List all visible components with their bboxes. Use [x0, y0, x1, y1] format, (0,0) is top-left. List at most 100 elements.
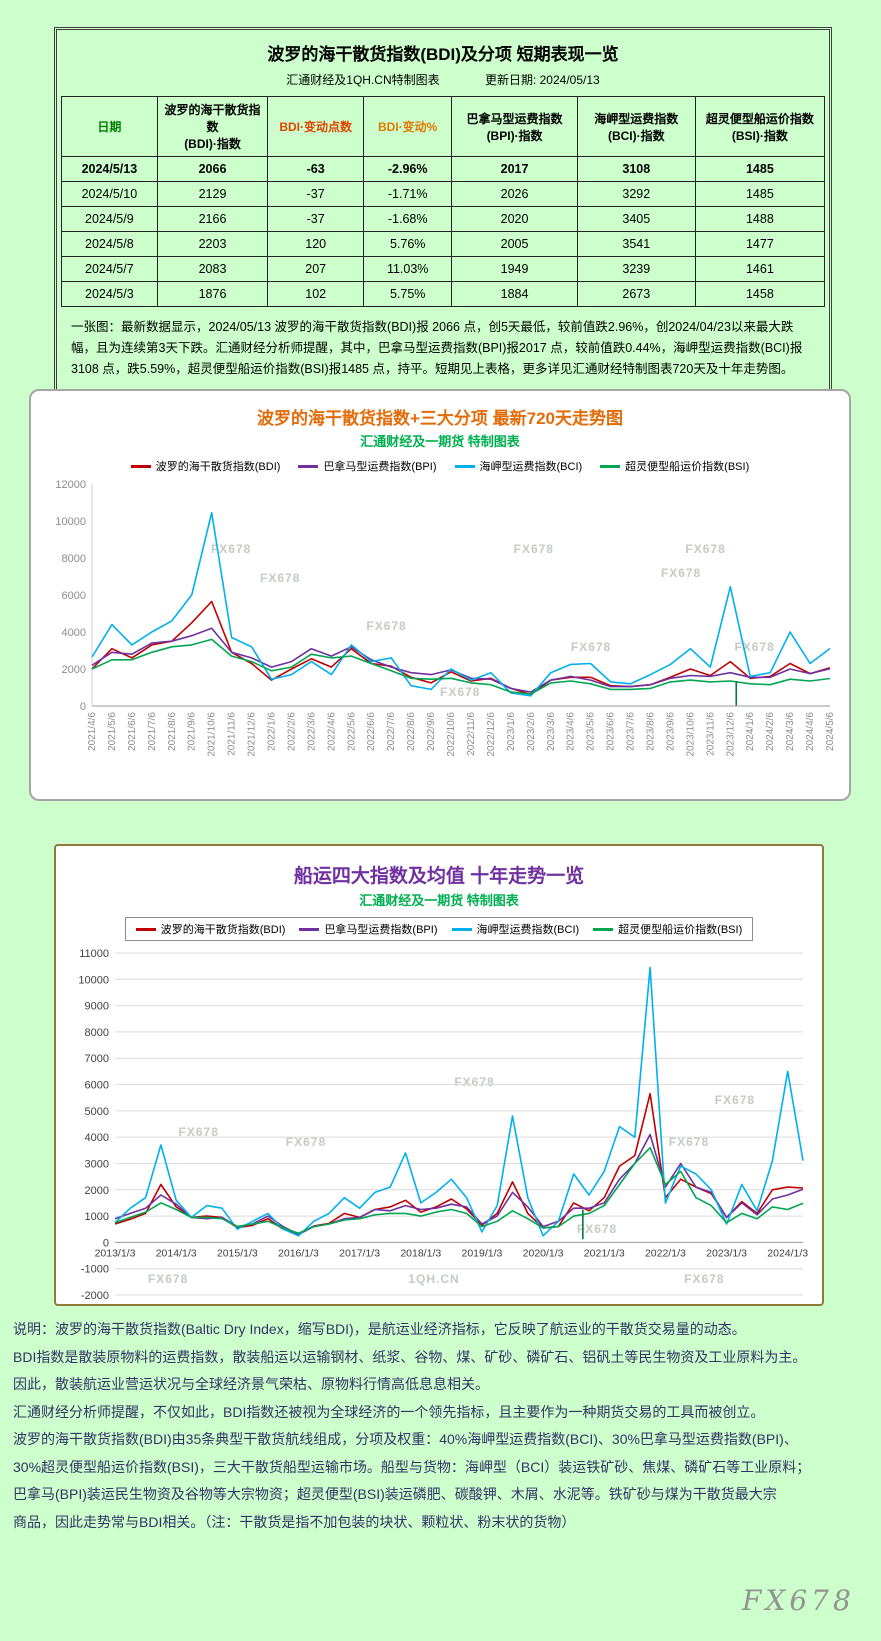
svg-text:6000: 6000 [62, 590, 86, 602]
bdi-table: 日期 波罗的海干散货指数 (BDI)·指数 BDI·变动点数 BDI·变动% 巴拿马型运… [61, 96, 826, 307]
table-cell: -2.96% [363, 156, 453, 182]
svg-text:2013/1/3: 2013/1/3 [95, 1247, 136, 1259]
svg-text:2022/1/6: 2022/1/6 [267, 712, 278, 751]
chart-10y-plot: -2000 -1000 0 1000 2000 3000 4000 5000 6000 7000 8… [78, 948, 808, 1302]
legend-label: 巴拿马型运费指数(BPI) [323, 461, 437, 473]
svg-text:2022/5/6: 2022/5/6 [346, 712, 357, 751]
chart-720d-plot: 0 2000 4000 6000 8000 10000 12000 2021/4/6 2021/… [55, 479, 836, 757]
svg-text:1000: 1000 [85, 1211, 109, 1223]
chart-720d-panel: FX678 FX678 FX678 FX678 FX678 FX678 FX678 FX678… [29, 389, 851, 801]
legend-label: 海岬型运费指数(BCI) [476, 924, 580, 936]
legend-label: 超灵便型船运价指数(BSI) [625, 461, 750, 473]
svg-text:10000: 10000 [55, 516, 86, 528]
bdi-summary-panel: 波罗的海干散货指数(BDI)及分项 短期表现一览 汇通财经及1QH.CN特制图表… [54, 27, 832, 393]
svg-text:2016/1/3: 2016/1/3 [278, 1247, 319, 1259]
legend-label: 超灵便型船运价指数(BSI) [618, 924, 743, 936]
table-cell: 5.75% [363, 281, 453, 307]
table-cell: 120 [267, 231, 365, 257]
svg-text:2023/1/3: 2023/1/3 [706, 1247, 747, 1259]
summary-note: 一张图：最新数据显示，2024/05/13 波罗的海干散货指数(BDI)报 20… [71, 320, 803, 376]
svg-text:2021/5/6: 2021/5/6 [107, 712, 118, 751]
explanation-line: 巴拿马(BPI)装运民生物资及谷物等大宗物资；超灵便型(BSI)装运磷肥、碳酸钾… [13, 1486, 777, 1502]
table-cell: 2024/5/8 [61, 231, 158, 257]
svg-text:4000: 4000 [85, 1132, 109, 1144]
panel-subtitle: 汇通财经及1QH.CN特制图表 更新日期: 2024/05/13 [61, 71, 825, 88]
table-row: 2024/5/9 2166 -37 -1.68% 2020 3405 1488 [61, 206, 826, 232]
legend-line-swatch [600, 464, 621, 468]
table-cell: 2024/5/10 [61, 181, 158, 207]
table-cell: 2203 [156, 231, 269, 257]
svg-text:2021/8/6: 2021/8/6 [167, 712, 178, 751]
table-cell: 2129 [156, 181, 269, 207]
svg-text:2023/9/6: 2023/9/6 [665, 712, 676, 751]
chart-10y-legend: 波罗的海干散货指数(BDI) 巴拿马型运费指数(BPI) 海岬型运费指数(BCI) 超… [124, 917, 754, 941]
table-cell: 11.03% [363, 256, 453, 282]
table-cell: 5.76% [363, 231, 453, 257]
table-row: 2024/5/3 1876 102 5.75% 1884 2673 1458 [61, 281, 826, 307]
update-date: 更新日期: 2024/05/13 [484, 73, 600, 87]
svg-text:2024/4/6: 2024/4/6 [805, 712, 816, 751]
svg-text:2022/6/6: 2022/6/6 [366, 712, 377, 751]
svg-text:2000: 2000 [85, 1185, 109, 1197]
table-cell: 3541 [576, 231, 696, 257]
svg-text:2024/1/3: 2024/1/3 [767, 1247, 808, 1259]
table-cell: 1458 [694, 281, 826, 307]
legend-line-swatch [451, 927, 472, 931]
svg-text:2023/2/6: 2023/2/6 [526, 712, 537, 751]
legend-line-swatch [593, 927, 614, 931]
table-cell: 207 [267, 256, 365, 282]
explanation-line: 汇通财经分析师提醒，不仅如此，BDI指数还被视为全球经济的一个领先指标，且主要作… [13, 1403, 765, 1420]
legend-item: 海岬型运费指数(BCI) [451, 921, 580, 937]
column-header: BDI·变动点数 [267, 96, 365, 157]
table-cell: 1485 [694, 156, 826, 182]
page-watermark: FX678 [742, 1584, 855, 1617]
svg-text:6000: 6000 [85, 1080, 109, 1092]
svg-text:5000: 5000 [85, 1106, 109, 1118]
table-cell: 1876 [156, 281, 269, 307]
svg-text:2021/9/6: 2021/9/6 [187, 712, 198, 751]
svg-text:11000: 11000 [79, 948, 109, 960]
legend-line-swatch [130, 464, 151, 468]
table-row: 2024/5/7 2083 207 11.03% 1949 3239 1461 [61, 256, 826, 282]
legend-item: 超灵便型船运价指数(BSI) [593, 921, 742, 937]
chart-10y-panel: FX678 FX678 FX678 FX678 FX678 FX678 FX678 1QH.C… [54, 844, 824, 1306]
legend-line-swatch [135, 927, 156, 931]
chart-10y-subtitle: 汇通财经及一期货 特制图表 [359, 893, 519, 908]
svg-text:2024/3/6: 2024/3/6 [785, 712, 796, 751]
table-cell: 3108 [576, 156, 696, 182]
svg-text:2020/1/3: 2020/1/3 [523, 1247, 564, 1259]
svg-text:2014/1/3: 2014/1/3 [156, 1247, 197, 1259]
table-cell: -37 [267, 181, 365, 207]
svg-text:0: 0 [103, 1237, 109, 1249]
svg-text:2023/11/6: 2023/11/6 [705, 712, 716, 756]
table-row: 2024/5/10 2129 -37 -1.71% 2026 3292 1485 [61, 181, 826, 207]
legend-label: 波罗的海干散货指数(BDI) [160, 924, 286, 936]
panel-title: 波罗的海干散货指数(BDI)及分项 短期表现一览 [267, 45, 619, 64]
explanation-line: 30%超灵便型船运价指数(BSI)，三大干散货船型运输市场。船型与货物：海岬型（… [13, 1458, 811, 1475]
svg-text:2023/3/6: 2023/3/6 [546, 712, 557, 751]
explanation-line: 商品，因此走势常与BDI相关。（注：干散货是指不加包装的块状、颗粒状、粉末状的货… [13, 1513, 576, 1530]
table-cell: 2024/5/7 [61, 256, 158, 282]
table-cell: 102 [267, 281, 365, 307]
svg-text:7000: 7000 [85, 1053, 109, 1065]
svg-text:2023/12/6: 2023/12/6 [725, 712, 736, 757]
svg-text:2023/1/6: 2023/1/6 [506, 712, 517, 751]
table-cell: 2166 [156, 206, 269, 232]
svg-text:2024/5/6: 2024/5/6 [825, 712, 836, 751]
svg-text:2022/2/6: 2022/2/6 [286, 712, 297, 751]
table-cell: -37 [267, 206, 365, 232]
legend-line-swatch [454, 464, 475, 468]
svg-text:3000: 3000 [85, 1158, 109, 1170]
table-cell: 3405 [576, 206, 696, 232]
table-cell: 1949 [451, 256, 578, 282]
svg-text:2018/1/3: 2018/1/3 [400, 1247, 441, 1259]
svg-text:2022/7/6: 2022/7/6 [386, 712, 397, 751]
svg-text:2021/10/6: 2021/10/6 [207, 712, 218, 757]
svg-text:-1000: -1000 [81, 1264, 109, 1276]
bdi-table-body: 2024/5/13 2066 -63 -2.96% 2017 3108 1485 2024/5… [61, 156, 826, 307]
explanation-line: 波罗的海干散货指数(BDI)由35条典型干散货航线组成，分项及权重：40%海岬型… [13, 1431, 798, 1447]
svg-text:2022/11/6: 2022/11/6 [466, 712, 477, 756]
svg-text:2000: 2000 [62, 664, 86, 676]
column-header: 日期 [61, 96, 158, 157]
